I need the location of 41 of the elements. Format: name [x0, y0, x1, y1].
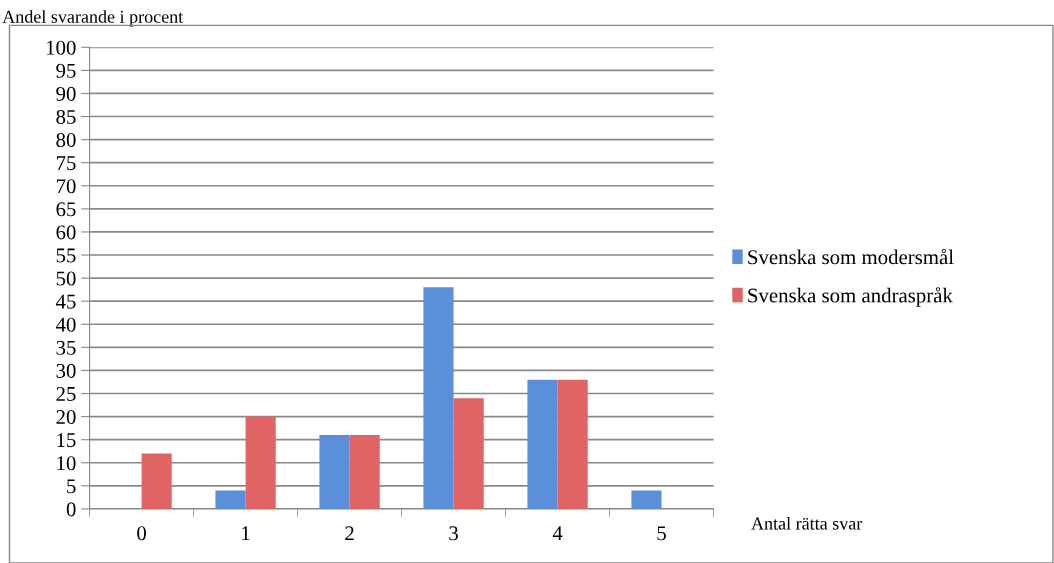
- y-tick-label: 100: [46, 40, 76, 55]
- y-tick-label: 20: [56, 409, 76, 425]
- y-tick-label: 35: [56, 340, 76, 355]
- y-axis-title: Andel svarande i procent: [2, 10, 184, 27]
- x-axis-title: Antal rätta svar: [751, 516, 863, 530]
- legend-label: Svenska som modersmål: [748, 248, 954, 265]
- bar: [215, 490, 246, 509]
- y-tick-label: 85: [56, 109, 76, 124]
- bar: [453, 398, 484, 509]
- y-tick-label: 45: [55, 294, 76, 309]
- y-tick-label: 95: [56, 63, 76, 78]
- y-tick-label: 5: [67, 479, 76, 494]
- x-tick-label: 3: [449, 526, 458, 541]
- bar: [245, 416, 276, 509]
- y-tick-label: 0: [66, 502, 76, 517]
- y-tick-label: 65: [56, 202, 76, 217]
- y-tick-label: 70: [56, 179, 76, 194]
- bar: [631, 490, 662, 509]
- bar: [319, 435, 350, 509]
- y-tick-label: 10: [57, 456, 76, 471]
- bar: [527, 379, 558, 509]
- bar: [349, 435, 380, 509]
- x-tick-label: 4: [552, 526, 563, 541]
- x-tick-label: 2: [345, 526, 354, 541]
- y-tick-label: 75: [56, 156, 76, 171]
- legend-label: Svenska som andraspråk: [748, 287, 953, 307]
- y-tick-label: 80: [56, 133, 76, 148]
- bar: [423, 287, 454, 509]
- bar: [141, 453, 172, 509]
- y-tick-label: 30: [56, 363, 76, 378]
- y-tick-label: 90: [56, 86, 76, 101]
- y-tick-label: 55: [56, 248, 76, 263]
- x-tick-label: 5: [657, 526, 666, 541]
- y-tick-label: 50: [56, 271, 76, 286]
- x-tick-label: 0: [137, 526, 146, 541]
- y-tick-label: 25: [56, 386, 76, 401]
- x-tick-label: 1: [242, 526, 250, 541]
- y-tick-label: 40: [55, 317, 76, 332]
- y-tick-label: 15: [57, 433, 76, 448]
- bar: [557, 379, 588, 509]
- y-tick-label: 60: [56, 225, 76, 240]
